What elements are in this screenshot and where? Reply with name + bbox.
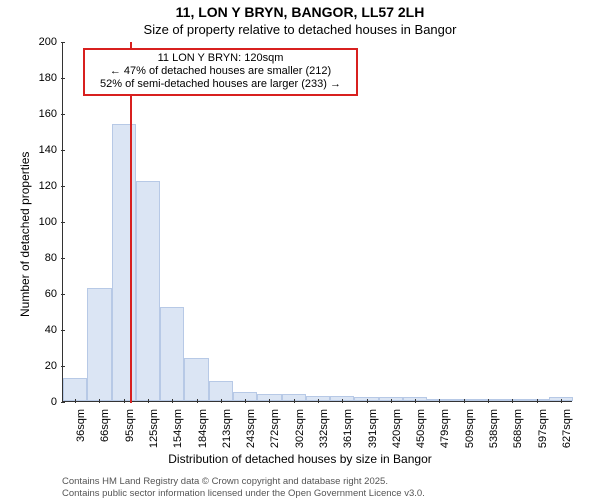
x-tick-label: 243sqm bbox=[245, 409, 257, 448]
chart-footer: Contains HM Land Registry data © Crown c… bbox=[62, 476, 425, 500]
x-tick-label: 272sqm bbox=[269, 409, 281, 448]
footer-line-2: Contains public sector information licen… bbox=[62, 488, 425, 500]
y-tick bbox=[61, 294, 65, 295]
x-tick bbox=[537, 399, 538, 403]
x-tick bbox=[197, 399, 198, 403]
y-tick-label: 120 bbox=[39, 180, 57, 192]
x-tick-label: 391sqm bbox=[367, 409, 379, 448]
y-axis-label: Number of detached properties bbox=[18, 152, 32, 317]
y-tick-label: 140 bbox=[39, 144, 57, 156]
histogram-bar bbox=[87, 288, 111, 401]
histogram-bar bbox=[112, 124, 136, 401]
x-tick-label: 154sqm bbox=[172, 409, 184, 448]
footer-line-1: Contains HM Land Registry data © Crown c… bbox=[62, 476, 425, 488]
x-tick-label: 184sqm bbox=[197, 409, 209, 448]
histogram-bar bbox=[63, 378, 87, 401]
y-tick-label: 160 bbox=[39, 108, 57, 120]
y-tick bbox=[61, 330, 65, 331]
x-tick bbox=[439, 399, 440, 403]
x-tick bbox=[75, 399, 76, 403]
callout-line-3: 52% of semi-detached houses are larger (… bbox=[85, 78, 356, 91]
x-tick-label: 36sqm bbox=[75, 409, 87, 442]
figure-wrap: { "titles": { "line1": "11, LON Y BRYN, … bbox=[0, 0, 600, 500]
y-tick-label: 200 bbox=[39, 36, 57, 48]
callout-line-1: 11 LON Y BRYN: 120sqm bbox=[85, 52, 356, 65]
x-tick-label: 568sqm bbox=[512, 409, 524, 448]
chart-title-line2: Size of property relative to detached ho… bbox=[0, 22, 600, 37]
x-tick-label: 597sqm bbox=[537, 409, 549, 448]
x-tick-label: 125sqm bbox=[148, 409, 160, 448]
chart-title-line1: 11, LON Y BRYN, BANGOR, LL57 2LH bbox=[0, 4, 600, 20]
x-tick-label: 302sqm bbox=[294, 409, 306, 448]
x-tick-label: 332sqm bbox=[318, 409, 330, 448]
x-tick bbox=[294, 399, 295, 403]
y-tick-label: 60 bbox=[45, 288, 57, 300]
x-tick bbox=[464, 399, 465, 403]
x-tick-label: 479sqm bbox=[439, 409, 451, 448]
x-tick bbox=[367, 399, 368, 403]
histogram-bar bbox=[184, 358, 208, 401]
y-tick bbox=[61, 114, 65, 115]
x-tick bbox=[245, 399, 246, 403]
x-axis-label: Distribution of detached houses by size … bbox=[0, 452, 600, 466]
x-tick-label: 66sqm bbox=[99, 409, 111, 442]
x-tick bbox=[124, 399, 125, 403]
y-tick bbox=[61, 258, 65, 259]
x-tick-label: 538sqm bbox=[488, 409, 500, 448]
x-tick-label: 361sqm bbox=[342, 409, 354, 448]
x-tick-label: 509sqm bbox=[464, 409, 476, 448]
y-tick bbox=[61, 150, 65, 151]
histogram-bar bbox=[136, 181, 160, 401]
y-tick-label: 40 bbox=[45, 324, 57, 336]
y-tick-label: 100 bbox=[39, 216, 57, 228]
y-tick bbox=[61, 186, 65, 187]
y-tick-label: 180 bbox=[39, 72, 57, 84]
y-tick-label: 20 bbox=[45, 360, 57, 372]
x-tick bbox=[318, 399, 319, 403]
x-tick bbox=[172, 399, 173, 403]
x-tick bbox=[561, 399, 562, 403]
y-tick bbox=[61, 402, 65, 403]
x-tick bbox=[512, 399, 513, 403]
x-tick bbox=[99, 399, 100, 403]
chart-plot-area: 02040608010012014016018020036sqm66sqm95s… bbox=[62, 42, 572, 402]
histogram-bar bbox=[160, 307, 184, 401]
x-tick-label: 420sqm bbox=[391, 409, 403, 448]
x-tick-label: 95sqm bbox=[124, 409, 136, 442]
y-tick bbox=[61, 78, 65, 79]
y-tick-label: 80 bbox=[45, 252, 57, 264]
x-tick bbox=[221, 399, 222, 403]
y-tick bbox=[61, 366, 65, 367]
x-tick-label: 213sqm bbox=[221, 409, 233, 448]
x-tick-label: 627sqm bbox=[561, 409, 573, 448]
x-tick bbox=[269, 399, 270, 403]
x-tick bbox=[391, 399, 392, 403]
y-tick bbox=[61, 42, 65, 43]
x-tick bbox=[488, 399, 489, 403]
x-tick bbox=[415, 399, 416, 403]
callout-line-2: ← 47% of detached houses are smaller (21… bbox=[85, 65, 356, 78]
y-tick-label: 0 bbox=[51, 396, 57, 408]
x-tick bbox=[148, 399, 149, 403]
property-marker-line bbox=[130, 42, 132, 403]
y-tick bbox=[61, 222, 65, 223]
x-tick-label: 450sqm bbox=[415, 409, 427, 448]
marker-callout: 11 LON Y BRYN: 120sqm← 47% of detached h… bbox=[83, 48, 358, 96]
x-tick bbox=[342, 399, 343, 403]
